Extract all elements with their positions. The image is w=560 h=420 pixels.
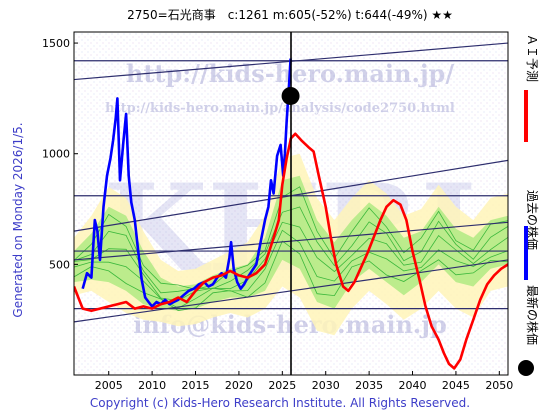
x-tick-label: 2050 [485,379,513,392]
y-tick-label: 1000 [42,148,70,161]
current-price-markers [281,32,300,375]
chart-title: 2750=石光商事 c:1261 m:605(-52%) t:644(-49%)… [127,8,453,22]
y-tick-label: 500 [49,258,70,271]
series-ai-forecast [74,132,508,370]
x-tick-label: 2005 [95,379,123,392]
legend-swatch-past-price [524,226,528,280]
x-tick-label: 2025 [268,379,296,392]
series-lines [74,58,508,370]
x-tick-label: 2015 [182,379,210,392]
x-tick-label: 2040 [399,379,427,392]
x-tick-label: 2030 [312,379,340,392]
legend-item-past-price: 過去の株価 [524,190,540,280]
generated-text: Generated on Monday 2026/1/5. [11,122,25,317]
legend-item-latest-price: 最新の株価 [518,285,540,376]
x-tick-label: 2035 [355,379,383,392]
legend: ＡＩ予測 過去の株価 最新の株価 [518,34,540,376]
legend-label-ai-forecast: ＡＩ予測 [525,34,539,82]
copyright-footer: Copyright (c) Kids-Hero Research Institu… [89,396,471,410]
legend-swatch-ai-forecast [524,90,528,142]
series-past-price [81,58,292,308]
legend-label-past-price: 過去の株価 [525,190,540,250]
x-tick-label: 2020 [225,379,253,392]
y-tick-label: 1500 [42,37,70,50]
current-price-marker [281,86,300,105]
x-tick-label: 2045 [442,379,470,392]
legend-swatch-latest-price [518,360,534,376]
generated-label: Generated on Monday 2026/1/5. [11,122,25,317]
legend-label-latest-price: 最新の株価 [525,285,540,345]
watermark-analysis-url: http://kids-hero.main.jp/analysis/code27… [105,101,455,116]
axes: 2005 2010 2015 2020 2025 2030 2035 2040 2045 2050… [42,37,513,392]
x-tick-label: 2010 [138,379,166,392]
legend-item-ai-forecast: ＡＩ予測 [524,34,539,142]
